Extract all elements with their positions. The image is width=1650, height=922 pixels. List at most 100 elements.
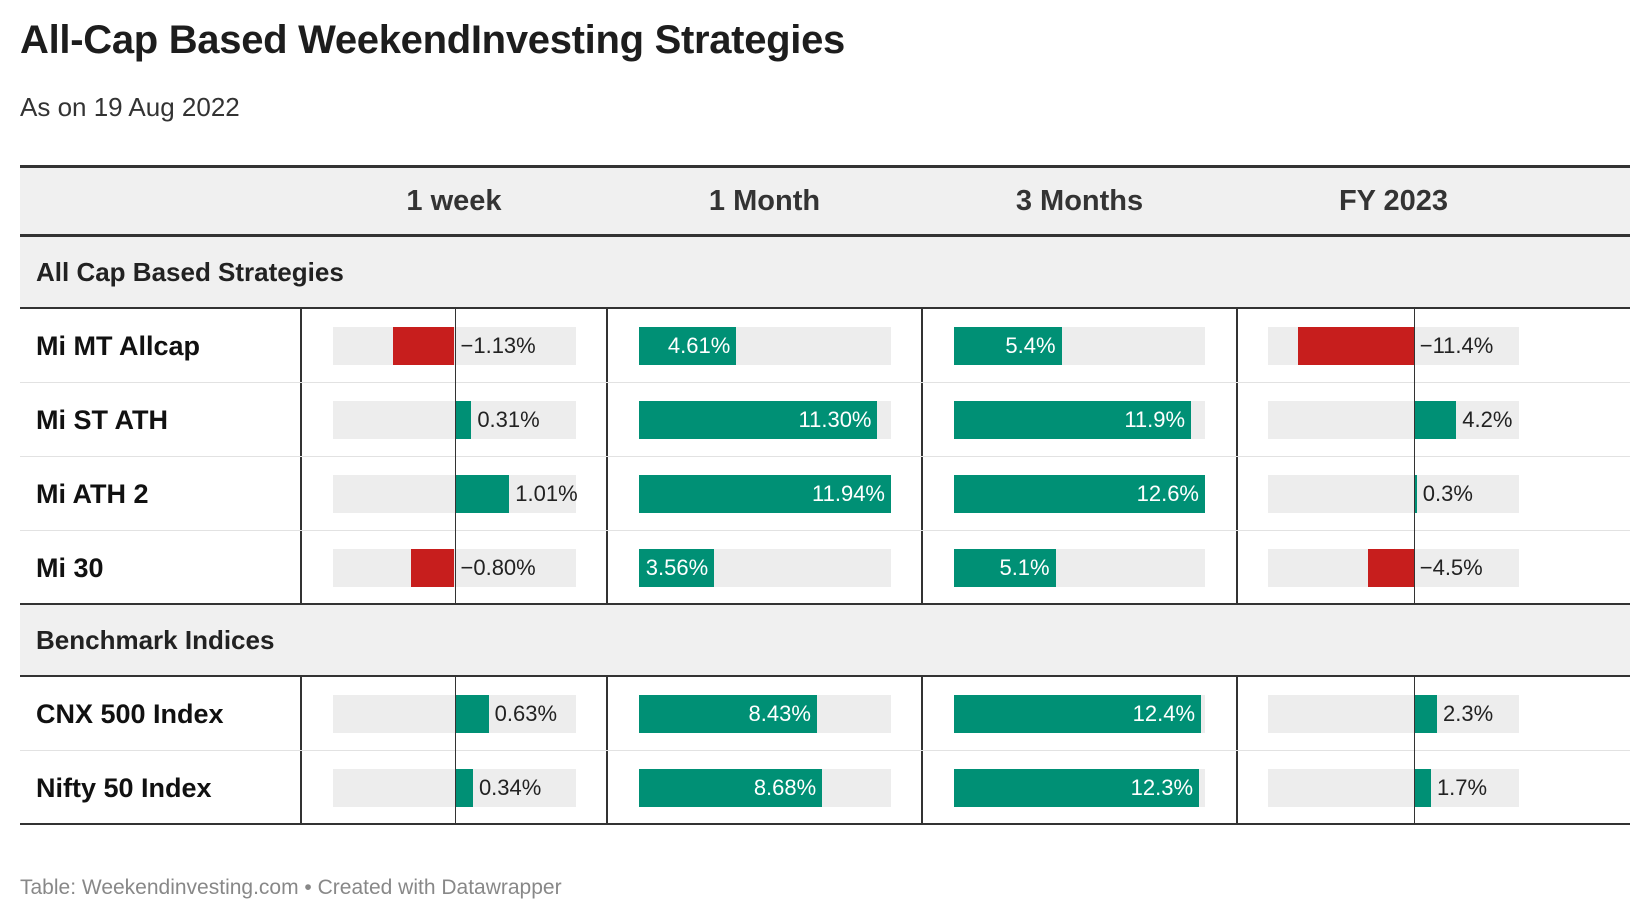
table-row: Mi MT Allcap −1.13% 4.61% 5.4% −11.4% <box>20 309 1630 383</box>
value-bar <box>954 327 1062 365</box>
bar-track: 2.3% <box>1268 677 1519 751</box>
table-row: Nifty 50 Index 0.34% 8.68% 12.3% 1.7% <box>20 751 1630 825</box>
zero-axis-line <box>454 309 456 383</box>
value-bar <box>411 549 455 587</box>
bar-track: −11.4% <box>1268 309 1519 383</box>
value-label: −1.13% <box>460 333 536 358</box>
column-divider <box>1236 677 1238 750</box>
bar-track: 11.94% <box>639 475 891 513</box>
value-label: 12.6% <box>1136 481 1199 506</box>
group-header: Benchmark Indices <box>20 605 1630 677</box>
chart-subtitle: As on 19 Aug 2022 <box>20 92 240 122</box>
zero-axis-line <box>1413 531 1415 605</box>
value-bar <box>954 769 1200 807</box>
value-label: 8.43% <box>748 701 811 726</box>
bar-track: −4.5% <box>1268 531 1519 605</box>
column-divider <box>921 531 923 603</box>
row-label: Nifty 50 Index <box>36 773 212 803</box>
column-header-3: 3 Months <box>1015 185 1144 217</box>
bar-track: 12.3% <box>954 769 1205 807</box>
value-bar <box>1413 401 1457 439</box>
column-divider <box>300 751 302 823</box>
bar-track: 8.43% <box>639 695 891 733</box>
value-bar <box>1368 549 1414 587</box>
row-label: CNX 500 Index <box>36 699 224 729</box>
bar-track: 5.4% <box>954 327 1205 365</box>
value-label: 1.01% <box>515 481 578 506</box>
zero-axis-line <box>1413 457 1415 531</box>
value-label: 12.4% <box>1132 701 1196 726</box>
column-divider <box>300 457 302 530</box>
zero-axis-line <box>454 531 456 605</box>
zero-axis-line <box>454 383 456 457</box>
value-bar <box>954 549 1056 587</box>
value-label: 0.3% <box>1422 481 1473 506</box>
bar-track: 11.9% <box>954 401 1205 439</box>
value-label: 2.3% <box>1443 701 1494 726</box>
column-divider <box>606 751 608 823</box>
column-header-4: FY 2023 <box>1338 185 1449 217</box>
column-divider <box>1236 457 1238 530</box>
value-bar <box>954 401 1192 439</box>
bar-track: −1.13% <box>333 309 576 383</box>
value-bar <box>639 327 737 365</box>
column-divider <box>300 677 302 750</box>
value-bar <box>639 475 891 513</box>
bar-track: 4.61% <box>639 327 891 365</box>
value-bar <box>639 695 817 733</box>
row-label: Mi ATH 2 <box>36 479 149 509</box>
column-divider <box>606 309 608 382</box>
column-header-1: 1 week <box>406 185 502 217</box>
column-divider <box>921 309 923 382</box>
zero-axis-line <box>1413 383 1415 457</box>
column-divider <box>921 383 923 456</box>
zero-axis-line <box>1413 309 1415 383</box>
value-bar <box>639 769 823 807</box>
value-label: 0.63% <box>494 701 558 726</box>
value-label: 5.4% <box>1005 333 1056 358</box>
zero-axis-line <box>1413 677 1415 751</box>
value-label: −11.4% <box>1419 333 1494 358</box>
value-bar <box>454 401 472 439</box>
column-divider <box>921 677 923 750</box>
column-divider <box>300 309 302 382</box>
table-row: Mi ATH 2 1.01% 11.94% 12.6% 0.3% <box>20 457 1630 531</box>
value-label: 11.94% <box>812 481 885 506</box>
value-label: 0.34% <box>478 775 542 800</box>
bar-track: 3.56% <box>639 549 891 587</box>
column-divider <box>1236 383 1238 456</box>
zero-axis-line <box>1413 751 1415 825</box>
value-bar <box>454 769 473 807</box>
column-divider <box>606 457 608 530</box>
group-header: All Cap Based Strategies <box>20 237 1630 309</box>
column-divider <box>1236 751 1238 823</box>
row-label: Mi MT Allcap <box>36 331 201 361</box>
value-bar <box>954 695 1202 733</box>
row-label: Mi 30 <box>36 553 104 583</box>
bar-track: 0.3% <box>1268 457 1519 531</box>
bar-track: 0.34% <box>333 751 576 825</box>
value-bar <box>954 475 1205 513</box>
value-bar <box>639 401 878 439</box>
value-label: 8.68% <box>753 775 817 800</box>
value-label: 4.2% <box>1462 407 1513 432</box>
bar-track: 5.1% <box>954 549 1205 587</box>
value-label: −0.80% <box>460 555 536 580</box>
column-divider <box>1236 531 1238 603</box>
value-label: 11.30% <box>798 407 872 432</box>
bar-track: 12.4% <box>954 695 1205 733</box>
value-label: −4.5% <box>1419 555 1483 580</box>
performance-table: 1 week 1 Month 3 Months FY 2023 All Cap Bas… <box>20 165 1630 825</box>
value-label: 4.61% <box>667 333 731 358</box>
table-row: Mi 30 −0.80% 3.56% 5.1% −4.5% <box>20 531 1630 605</box>
chart-title: All-Cap Based WeekendInvesting Strategie… <box>20 18 845 62</box>
source-footer: Table: Weekendinvesting.com • Created wi… <box>20 876 562 899</box>
value-label: 3.56% <box>645 555 709 580</box>
value-label: 0.31% <box>477 407 540 432</box>
table-row: CNX 500 Index 0.63% 8.43% 12.4% 2.3% <box>20 677 1630 751</box>
bar-track: 4.2% <box>1268 383 1519 457</box>
value-bar <box>454 475 510 513</box>
value-label: 1.7% <box>1436 775 1488 800</box>
value-bar <box>1413 695 1437 733</box>
value-bar <box>393 327 455 365</box>
